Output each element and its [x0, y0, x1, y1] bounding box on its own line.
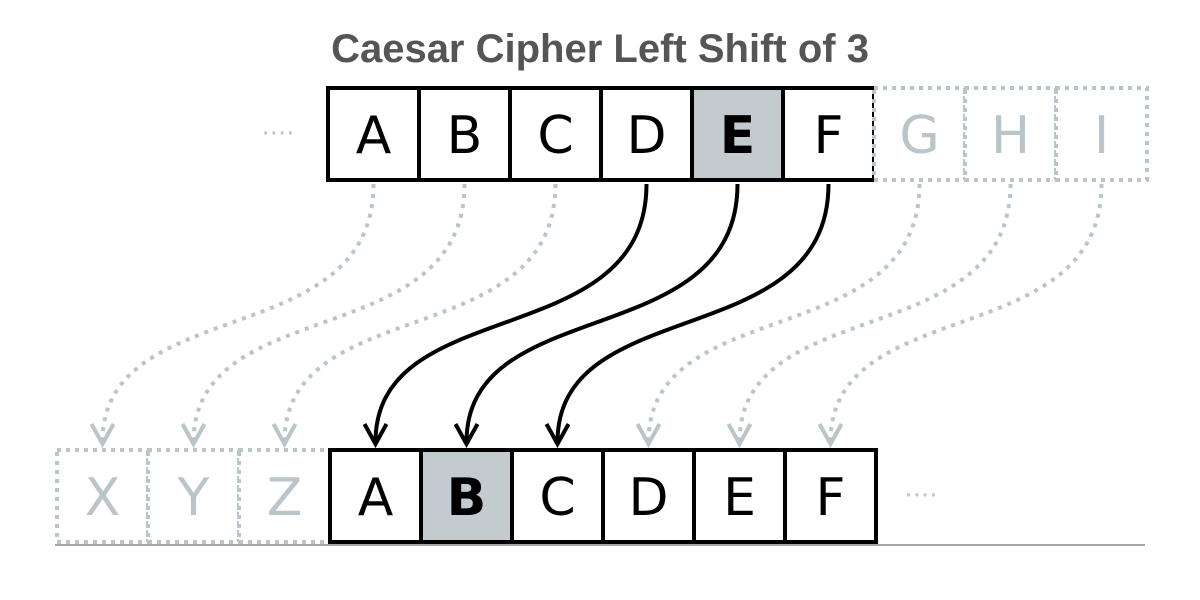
- bottom-cell-7: [601, 448, 696, 544]
- bottom-letter-7: D: [628, 468, 668, 528]
- bottom-cell-1: [55, 448, 150, 544]
- top-cell-3: [508, 86, 603, 182]
- shift-arrow-9: [828, 183, 1104, 443]
- arrowhead-7: [635, 423, 662, 449]
- top-cell-7: [872, 86, 967, 182]
- bottom-letter-4: A: [358, 468, 394, 528]
- bottom-letter-8: E: [723, 468, 756, 528]
- bottom-cell-5: [419, 448, 514, 544]
- top-letter-1: A: [356, 106, 392, 166]
- shift-arrows: [89, 183, 1104, 449]
- top-cell-1: [326, 86, 421, 182]
- arrowhead-8: [726, 423, 753, 449]
- bottom-cell-9: [783, 448, 878, 544]
- bottom-letter-1: X: [85, 468, 121, 528]
- top-cell-9: [1054, 86, 1149, 182]
- bottom-letter-9: F: [816, 468, 846, 528]
- top-leading-ellipsis: ····: [261, 119, 294, 149]
- top-letter-8: H: [991, 106, 1030, 166]
- shift-arrow-8: [737, 183, 1013, 443]
- cipher-alphabet-row: X Y Z A B C D E F ····: [55, 448, 938, 544]
- bottom-cell-8: [692, 448, 787, 544]
- top-cell-6: [781, 86, 876, 182]
- shift-arrow-7: [646, 183, 922, 443]
- top-cell-2: [417, 86, 512, 182]
- bottom-letter-6: C: [539, 468, 575, 528]
- top-letter-3: C: [537, 106, 573, 166]
- plain-alphabet-row: A B C D E F G H I ····: [261, 86, 1149, 182]
- bottom-trailing-ellipsis: ····: [904, 481, 937, 511]
- top-letter-9: I: [1094, 106, 1109, 166]
- top-cell-5: [690, 86, 785, 182]
- diagram-title: Caesar Cipher Left Shift of 3: [331, 27, 869, 71]
- shift-arrow-1: [100, 183, 376, 443]
- arrowhead-5: [453, 423, 480, 449]
- top-cell-8: [963, 86, 1058, 182]
- top-letter-5: E: [720, 106, 756, 166]
- top-letter-6: F: [814, 106, 844, 166]
- arrowhead-2: [180, 423, 207, 449]
- arrowhead-3: [271, 423, 298, 449]
- top-letter-4: D: [626, 106, 666, 166]
- shift-arrow-4: [373, 183, 649, 443]
- shift-arrow-2: [191, 183, 467, 443]
- shift-arrow-3: [282, 183, 558, 443]
- bottom-letter-2: Y: [177, 468, 210, 528]
- top-letter-7: G: [899, 106, 939, 166]
- bottom-cell-2: [146, 448, 241, 544]
- arrowhead-6: [544, 423, 571, 449]
- arrowhead-4: [362, 423, 389, 449]
- shift-arrow-6: [555, 183, 831, 443]
- arrowhead-1: [89, 423, 116, 449]
- top-letter-2: B: [447, 106, 483, 166]
- bottom-letter-5: B: [447, 468, 487, 528]
- bottom-letter-3: Z: [267, 468, 303, 528]
- shift-arrow-5: [464, 183, 740, 443]
- bottom-cell-6: [510, 448, 605, 544]
- arrowhead-9: [817, 423, 844, 449]
